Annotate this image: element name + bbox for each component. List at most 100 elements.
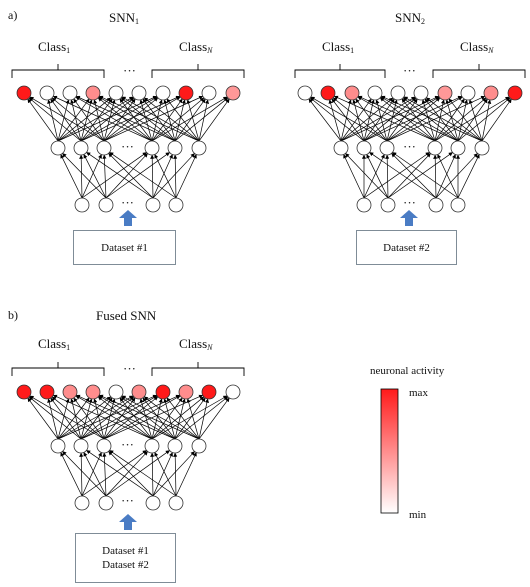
snn2-hidden-ellipsis: ··· <box>403 139 416 154</box>
fused-edge-in-hidden <box>105 450 170 497</box>
snn2-edge-in-hidden <box>392 152 459 199</box>
snn2-edge-in-hidden <box>366 154 389 199</box>
snn2-edge-hidden-out <box>363 97 417 142</box>
snn1-edge-hidden-out <box>29 96 105 142</box>
snn2-edge-hidden-out <box>333 95 436 142</box>
snn1-output-neuron <box>16 85 32 101</box>
dataset2-label: Dataset #2 <box>383 241 430 254</box>
snn2-edge-in-hidden <box>363 152 430 199</box>
snn2-output-neuron <box>413 85 429 101</box>
snn1-edge-hidden-out <box>151 97 205 142</box>
snn1-edge-hidden-out <box>151 96 228 142</box>
fused-output-neuron <box>178 384 194 400</box>
snn1-edge-hidden-out <box>57 99 70 142</box>
fused-output-neuron <box>155 384 171 400</box>
snn1-edge-hidden-out <box>57 98 90 142</box>
snn1-edge-hidden-out <box>80 95 181 142</box>
snn1-edge-in-hidden <box>81 154 102 199</box>
snn2-output-neuron <box>507 85 523 101</box>
snn2-edge-in-hidden <box>343 154 365 199</box>
snn2-input-arrow <box>400 210 418 226</box>
fused-edge-hidden-out <box>80 396 135 440</box>
snn1-edge-in-hidden <box>152 154 173 199</box>
snn2-hidden-neuron <box>356 140 372 156</box>
snn2-output-neuron <box>437 85 453 101</box>
snn2-edge-hidden-out <box>375 99 388 142</box>
snn2-edge-hidden-out <box>386 95 486 142</box>
snn1-edge-hidden-out <box>166 98 200 142</box>
snn1-edge-hidden-out <box>174 97 229 142</box>
snn1-hidden-neuron <box>144 140 160 156</box>
snn1-edge-in-hidden <box>175 154 197 199</box>
snn2-edge-hidden-out <box>434 99 446 142</box>
snn2-class-first-label: Class1 <box>322 39 355 55</box>
fused-edge-hidden-out <box>57 398 70 440</box>
snn2-edge-hidden-out <box>402 97 459 142</box>
fused-edge-hidden-out <box>80 395 158 440</box>
snn2-edge-hidden-out <box>481 99 492 142</box>
snn1-output-neuron <box>225 85 241 101</box>
snn1-class-bracket <box>11 64 105 78</box>
fused-dataset-box: Dataset #1 Dataset #2 <box>75 533 176 583</box>
snn2-edge-in-hidden <box>363 154 385 199</box>
snn2-input-neuron <box>356 197 372 213</box>
fused-edge-hidden-out <box>80 397 113 440</box>
fused-edge-hidden-out <box>98 394 200 440</box>
snn1-edge-hidden-out <box>198 98 230 142</box>
connections <box>27 95 512 497</box>
fused-edge-hidden-out <box>80 398 93 440</box>
fused-edge-hidden-out <box>70 398 82 440</box>
fused-edge-hidden-out <box>103 394 204 440</box>
fused-input-ellipsis: ··· <box>121 493 134 508</box>
snn1-edge-in-hidden <box>102 154 107 199</box>
fused-output-neuron <box>16 384 32 400</box>
snn1-edge-hidden-out <box>143 97 200 142</box>
snn1-edge-in-hidden <box>105 152 170 199</box>
snn2-hidden-neuron <box>450 140 466 156</box>
fused-snn-title: Fused SNN <box>96 308 157 323</box>
snn2-title: SNN2 <box>395 10 426 26</box>
snn2-edge-hidden-out <box>468 99 483 142</box>
snn2-input-neuron <box>380 197 396 213</box>
snn2-edge-hidden-out <box>403 96 483 142</box>
fused-edge-in-hidden <box>81 450 147 497</box>
snn2-edge-in-hidden <box>369 152 437 199</box>
fused-edge-in-hidden <box>102 452 107 497</box>
snn2-output-neuron <box>344 85 360 101</box>
snn1-edge-hidden-out <box>28 97 82 142</box>
fused-edge-hidden-out <box>57 397 90 440</box>
snn2-edge-hidden-out <box>445 99 459 142</box>
fused-edge-hidden-out <box>73 397 105 440</box>
snn2-edge-hidden-out <box>363 98 395 142</box>
fused-edge-hidden-out <box>151 397 183 440</box>
snn1-class-first-label: Class1 <box>38 39 71 55</box>
snn1-output-neuron <box>108 85 124 101</box>
snn2-edge-hidden-out <box>340 97 394 142</box>
fused-edge-in-hidden <box>62 451 107 497</box>
snn1-edge-hidden-out <box>103 95 204 142</box>
snn1-edge-hidden-out <box>57 96 134 142</box>
neurons <box>16 85 523 511</box>
snn1-edge-hidden-out <box>50 98 82 142</box>
fused-class-last-label: ClassN <box>179 336 213 352</box>
snn1-edge-in-hidden <box>81 152 147 199</box>
fused-hidden-ellipsis: ··· <box>121 437 134 452</box>
fused-edge-in-hidden <box>108 451 154 497</box>
fused-hidden-neuron <box>167 438 183 454</box>
snn1-output-neuron <box>131 85 147 101</box>
fused-edge-hidden-out <box>121 395 200 440</box>
snn2-edge-hidden-out <box>457 99 469 142</box>
snn1-edge-hidden-out <box>121 96 200 142</box>
snn2-output-neuron <box>320 85 336 101</box>
fused-edge-in-hidden <box>60 452 83 497</box>
fused-edge-in-hidden <box>152 451 195 497</box>
snn2-edge-hidden-out <box>424 98 459 142</box>
snn2-output-neuron <box>367 85 383 101</box>
fused-edge-hidden-out <box>80 394 181 440</box>
snn1-edge-hidden-out <box>73 98 105 142</box>
snn2-hidden-neuron <box>333 140 349 156</box>
snn2-edge-hidden-out <box>421 99 436 142</box>
fused-edge-hidden-out <box>120 396 176 440</box>
fused-output-ellipsis: ··· <box>123 361 136 376</box>
snn1-class-last-label: ClassN <box>179 39 213 55</box>
